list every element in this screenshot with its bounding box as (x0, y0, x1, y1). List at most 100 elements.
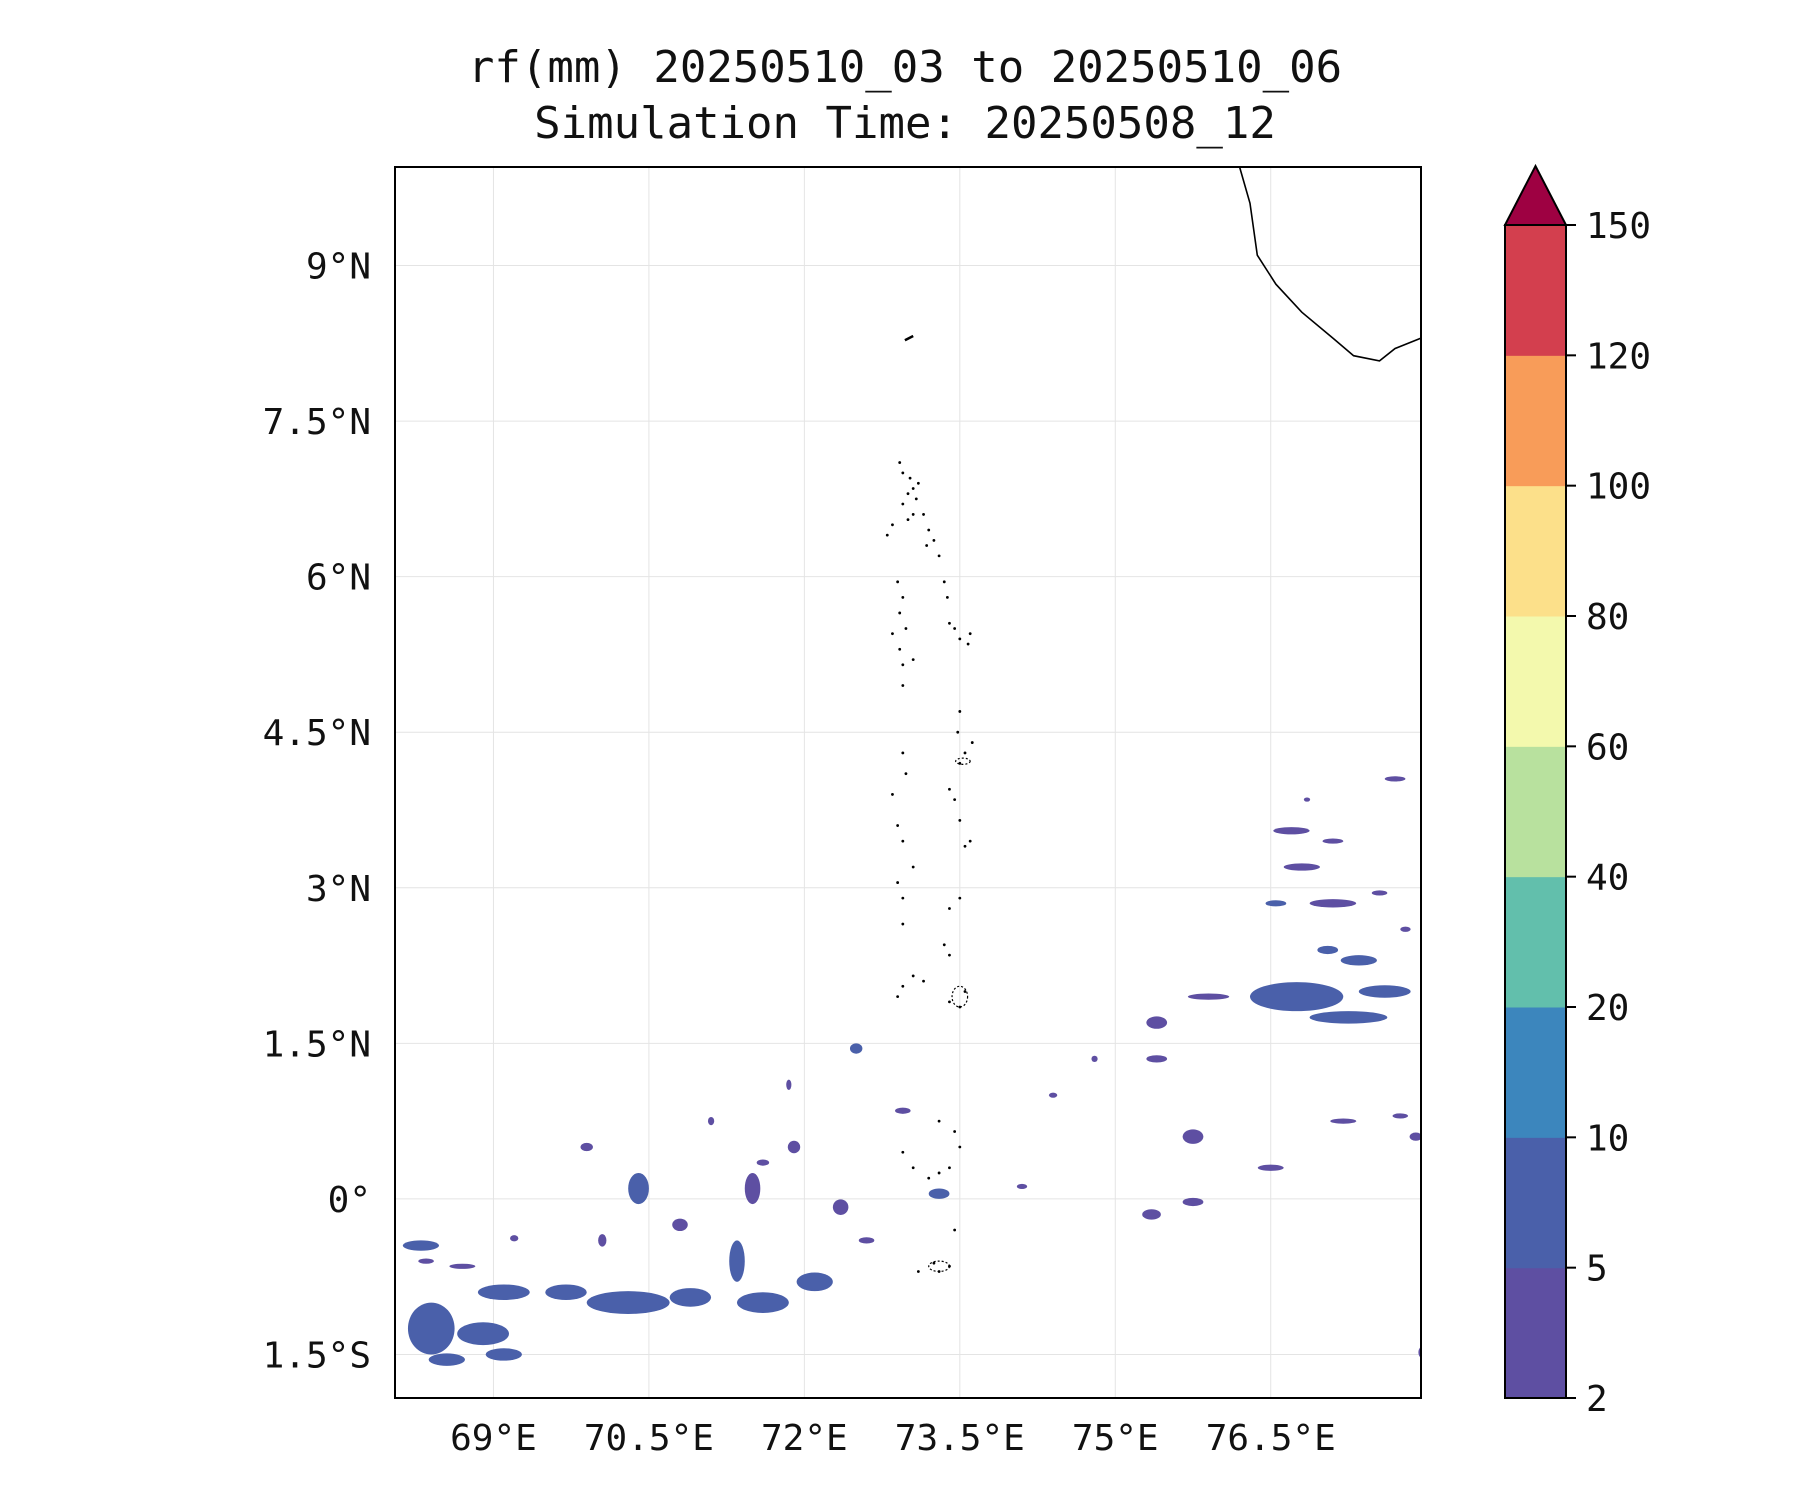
rain-area-2mm-13 (1384, 776, 1406, 782)
colorbar-segment-0 (1505, 1267, 1566, 1399)
rain-area-5mm-11 (402, 1240, 440, 1251)
island-13 (925, 544, 929, 547)
rain-area-2mm-14 (1322, 838, 1344, 844)
rain-area-2mm-15 (1142, 1209, 1161, 1220)
island-61 (963, 990, 967, 993)
rain-area-5mm-9 (428, 1353, 465, 1366)
x-tick-label: 70.5°E (584, 1418, 714, 1459)
island-8 (911, 513, 915, 516)
island-33 (958, 710, 962, 713)
rain-area-2mm-16 (1182, 1197, 1204, 1207)
colorbar-tick-label: 5 (1586, 1249, 1608, 1290)
island-64 (953, 1130, 957, 1133)
island-46 (963, 844, 967, 848)
island-42 (901, 839, 905, 843)
island-1 (901, 471, 905, 475)
colorbar-tick-label: 150 (1586, 206, 1651, 247)
island-40 (891, 793, 894, 796)
colorbar-tick-label: 10 (1586, 1118, 1629, 1159)
island-56 (901, 984, 905, 988)
atoll-2 (951, 985, 969, 1008)
rain-area-2mm-4 (1400, 926, 1411, 932)
rain-area-5mm-20 (928, 1188, 950, 1199)
x-tick-label: 75°E (1072, 1418, 1159, 1459)
island-6 (914, 497, 918, 501)
rain-area-2mm-24 (756, 1159, 770, 1166)
rain-area-2mm-10 (1330, 1118, 1357, 1124)
x-tick-label: 69°E (450, 1418, 537, 1459)
island-51 (958, 896, 962, 900)
island-59 (948, 1000, 951, 1004)
island-9 (906, 518, 910, 522)
island-35 (970, 741, 974, 744)
island-11 (927, 528, 931, 532)
island-5 (916, 481, 920, 485)
rain-area-5mm-13 (1250, 982, 1344, 1012)
rain-area-5mm-4 (586, 1291, 670, 1314)
y-tick-label: 1.5°N (263, 1024, 371, 1065)
island-47 (968, 839, 972, 843)
colorbar-segment-4 (1505, 746, 1566, 878)
rain-area-5mm-7 (796, 1272, 833, 1292)
rain-area-2mm-25 (858, 1237, 875, 1244)
rain-area-5mm-10 (485, 1348, 522, 1361)
chart-title: rf(mm) 20250510_03 to 20250510_06 (468, 42, 1342, 93)
colorbar-tick-label: 2 (1586, 1379, 1608, 1420)
rain-area-5mm-5 (669, 1288, 712, 1307)
island-25 (966, 642, 970, 646)
island-70 (948, 1166, 951, 1170)
island-12 (932, 538, 936, 542)
x-tick-label: 72°E (761, 1418, 848, 1459)
rain-area-5mm-3 (545, 1284, 587, 1300)
rain-area-5mm-21 (849, 1043, 863, 1054)
island-17 (896, 580, 900, 584)
rain-area-5mm-16 (1265, 900, 1287, 907)
rain-area-2mm-28 (449, 1263, 476, 1269)
island-65 (958, 1145, 962, 1149)
rain-area-2mm-1 (1283, 863, 1320, 871)
colorbar: 2 5 10 20 40 60 80 100 120 150 (1503, 163, 1651, 1420)
island-63 (937, 1119, 941, 1123)
rain-area-2mm-34 (707, 1116, 715, 1126)
rain-area-5mm-18 (1340, 955, 1377, 966)
coastline-india (1238, 167, 1421, 362)
island-50 (901, 896, 905, 900)
rain-area-2mm-9 (1257, 1164, 1284, 1171)
island-20 (904, 627, 908, 630)
rain-area-2mm-2 (1309, 899, 1357, 908)
colorbar-frame (1504, 224, 1567, 1399)
rain-area-2mm-12 (1409, 1132, 1421, 1141)
colorbar-segment-1 (1505, 1137, 1566, 1269)
island-27 (953, 627, 957, 630)
y-tick-label: 1.5°S (263, 1335, 371, 1376)
colorbar-tick-label: 60 (1586, 727, 1629, 768)
island-38 (901, 751, 905, 755)
island-45 (958, 818, 962, 822)
island-53 (901, 922, 905, 926)
rain-area-5mm-14 (1309, 1011, 1388, 1024)
island-29 (898, 647, 902, 651)
island-22 (945, 595, 949, 599)
rain-area-5mm-15 (1358, 985, 1411, 998)
island-39 (904, 772, 908, 776)
rain-area-2mm-5 (1187, 993, 1230, 1000)
island-21 (942, 580, 946, 584)
island-52 (948, 907, 951, 910)
island-23 (948, 621, 951, 625)
rain-area-2mm-35 (786, 1079, 792, 1090)
rain-area-5mm-1 (457, 1322, 509, 1346)
island-10 (922, 513, 925, 516)
island-3 (911, 487, 915, 490)
rain-area-2mm-32 (1016, 1183, 1028, 1190)
rain-area-5mm-2 (477, 1284, 530, 1300)
rain-area-2mm-3 (1371, 890, 1388, 896)
rain-area-2mm-8 (1182, 1129, 1204, 1144)
rain-area-2mm-11 (1392, 1113, 1409, 1119)
atoll-0 (955, 757, 971, 765)
island-34 (956, 730, 960, 734)
island-68 (927, 1176, 931, 1180)
colorbar-segment-5 (1505, 616, 1566, 747)
island-49 (896, 881, 900, 884)
island-69 (937, 1171, 941, 1175)
rain-area-2mm-29 (510, 1235, 519, 1242)
